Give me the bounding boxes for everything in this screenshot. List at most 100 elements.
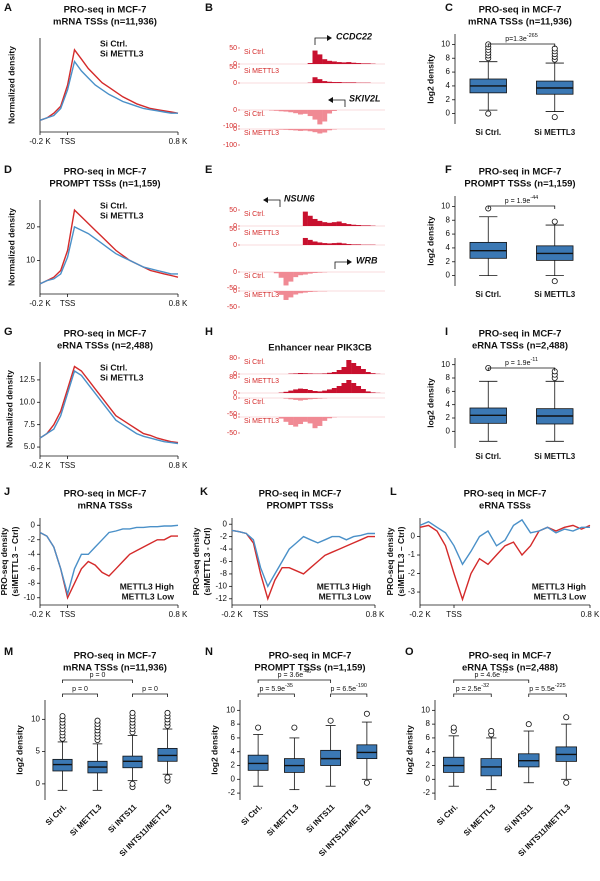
track-tick-label: 80 <box>229 374 237 381</box>
signal-bar <box>283 291 289 300</box>
signal-bar <box>307 398 313 400</box>
signal-bar <box>293 373 299 374</box>
gene-arrow <box>266 199 281 207</box>
x-tick-label: TSS <box>60 137 76 146</box>
signal-bar <box>341 367 347 374</box>
y-tick-label: -2 <box>408 569 416 578</box>
significance-bracket <box>487 205 556 209</box>
p-value-text: p = 0 <box>72 686 88 693</box>
p-value-text: p = 3.6e <box>278 672 304 679</box>
x-tick-label: Si Ctrl. <box>475 290 501 299</box>
signal-bar <box>327 222 333 226</box>
signal-bar <box>322 59 328 64</box>
signal-bar <box>298 272 304 276</box>
signal-bar <box>288 110 294 113</box>
track-tick-label: 0 <box>233 269 237 276</box>
chart-title: mRNA TSSs (n=11,936) <box>53 17 157 28</box>
signal-bar <box>278 291 284 295</box>
outlier <box>525 721 532 728</box>
y-tick-label: -1 <box>408 550 416 559</box>
y-axis-label: log2 density <box>209 725 219 775</box>
signal-bar <box>356 366 362 374</box>
signal-bar <box>322 81 328 83</box>
p-value-exponent: -11 <box>530 357 538 363</box>
signal-bar <box>288 129 294 131</box>
p-value-exponent: -44 <box>530 195 538 201</box>
signal-bar <box>317 110 323 125</box>
significance-bracket <box>257 693 295 697</box>
signal-bar <box>331 372 337 374</box>
signal-bar <box>336 370 342 374</box>
track-tick-label: -50 <box>227 285 237 292</box>
p-value-exponent: -46 <box>303 669 311 675</box>
signal-bar <box>307 390 313 393</box>
signal-bar <box>346 360 352 374</box>
legend-entry: METTL3 High <box>120 581 174 591</box>
line-series <box>231 529 375 589</box>
p-value-text: p = 6.5e <box>330 686 356 693</box>
signal-bar <box>322 110 328 122</box>
p-value-text: p = 1.9e <box>505 198 531 205</box>
chart-title: PROMPT TSSs <box>266 501 333 512</box>
signal-bar <box>356 225 362 226</box>
signal-bar <box>312 110 318 120</box>
y-tick-label: 2 <box>231 761 236 770</box>
track-name: Si METTL3 <box>244 292 279 299</box>
signal-bar <box>360 369 366 374</box>
x-tick-label: Si METTL3 <box>265 802 301 838</box>
y-tick-label: 8 <box>446 373 451 382</box>
significance-bracket <box>62 679 133 683</box>
track-tick-label: 50 <box>229 226 237 233</box>
signal-bar <box>302 417 308 422</box>
panel-label: N <box>205 646 213 658</box>
y-tick-label: 0 <box>223 519 228 528</box>
panel-label: E <box>205 164 212 176</box>
y-tick-label: 4 <box>446 81 451 90</box>
signal-bar <box>341 243 347 245</box>
signal-bar <box>327 60 333 64</box>
chart-title: PRO-seq in MCF-7 <box>64 489 147 500</box>
signal-bar <box>331 110 337 111</box>
panel-label: F <box>445 164 452 176</box>
p-value: p = 1.9e-11 <box>505 357 538 366</box>
y-tick-label: 8 <box>446 215 451 224</box>
significance-bracket <box>330 693 368 697</box>
signal-bar <box>273 272 279 274</box>
p-value: p = 1.9e-44 <box>505 195 538 204</box>
signal-bar <box>360 63 366 64</box>
y-tick-label: 5 <box>36 747 41 756</box>
x-tick-label: TSS <box>60 461 76 470</box>
p-value-text: p = 0 <box>90 672 106 679</box>
y-tick-label: 6 <box>231 733 236 742</box>
panel-label: J <box>4 486 10 498</box>
signal-bar <box>293 417 299 427</box>
signal-bar <box>298 129 304 131</box>
x-tick-label: TSS <box>253 610 269 619</box>
panel-label: B <box>205 2 213 14</box>
track-tick-label: 0 <box>233 242 237 249</box>
chart-title: eRNA TSSs (n=2,488) <box>472 341 568 352</box>
signal-bar <box>278 129 284 130</box>
line-series <box>39 225 178 285</box>
line-series <box>231 529 375 602</box>
y-tick-label: 8 <box>231 719 236 728</box>
y-tick-label: 10 <box>226 705 235 714</box>
significance-bracket <box>257 679 332 683</box>
chart-title: PRO-seq in MCF-7 <box>479 5 562 16</box>
signal-bar <box>293 398 299 400</box>
y-tick-label: -2 <box>28 535 36 544</box>
outlier <box>488 728 495 735</box>
signal-bar <box>351 244 357 245</box>
y-tick-label: 6 <box>446 386 451 395</box>
gene-arrowhead <box>263 197 268 203</box>
signal-bar <box>278 110 284 112</box>
significance-bracket <box>487 367 556 371</box>
chart-title: mRNA TSSs <box>77 501 132 512</box>
track-name: Si METTL3 <box>244 68 279 75</box>
signal-bar <box>327 81 333 83</box>
x-tick-label: Si Ctrl. <box>435 803 460 828</box>
track-name: Si METTL3 <box>244 130 279 137</box>
signal-bar <box>351 62 357 64</box>
outlier <box>327 717 334 724</box>
panel-label: C <box>445 2 453 14</box>
